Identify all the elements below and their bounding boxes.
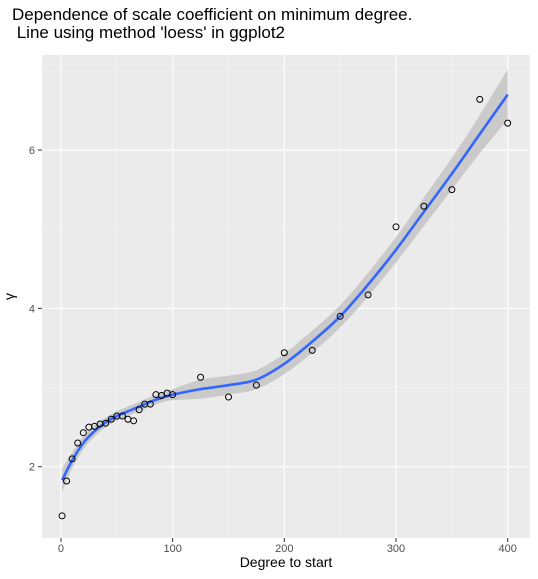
data-point [224, 393, 232, 401]
data-point [58, 512, 66, 520]
data-points [58, 95, 512, 520]
data-point [448, 186, 456, 194]
y-tick-label: 2 [29, 462, 35, 474]
grid-minor [42, 55, 530, 538]
chart-title-line-1: Dependence of scale coefficient on minim… [12, 5, 413, 24]
data-point [118, 412, 126, 420]
data-point [169, 391, 177, 399]
data-point [392, 223, 400, 231]
y-axis-ticks: 2 4 6 [29, 145, 42, 474]
data-point [252, 381, 260, 389]
data-point [74, 439, 82, 447]
x-axis-label: Degree to start [240, 554, 333, 570]
chart-title-line-2: Line using method 'loess' in ggplot2 [12, 23, 286, 42]
data-point [135, 406, 143, 414]
data-point [107, 415, 115, 423]
data-point [63, 477, 71, 485]
data-point [68, 455, 76, 463]
data-point [130, 417, 138, 425]
data-point [420, 202, 428, 210]
data-point [364, 291, 372, 299]
y-tick-label: 4 [29, 303, 35, 315]
x-tick-label: 400 [498, 543, 516, 555]
data-point [280, 349, 288, 357]
x-tick-label: 200 [275, 543, 293, 555]
data-point [102, 419, 110, 427]
data-point [79, 429, 87, 437]
data-point [476, 95, 484, 103]
data-point [308, 346, 316, 354]
loess-smooth-line [60, 93, 509, 481]
grid-major [42, 55, 530, 538]
y-tick-label: 6 [29, 145, 35, 157]
data-point [90, 422, 98, 430]
data-point [197, 373, 205, 381]
data-point [336, 312, 344, 320]
plot-panel [42, 55, 530, 538]
data-point [146, 400, 154, 408]
x-tick-label: 0 [58, 543, 64, 555]
data-point [157, 391, 165, 399]
x-tick-label: 300 [387, 543, 405, 555]
data-point [504, 119, 512, 127]
x-tick-label: 100 [163, 543, 181, 555]
x-axis-ticks: 0 100 200 300 400 [58, 538, 517, 555]
y-axis-label: γ [1, 293, 17, 300]
